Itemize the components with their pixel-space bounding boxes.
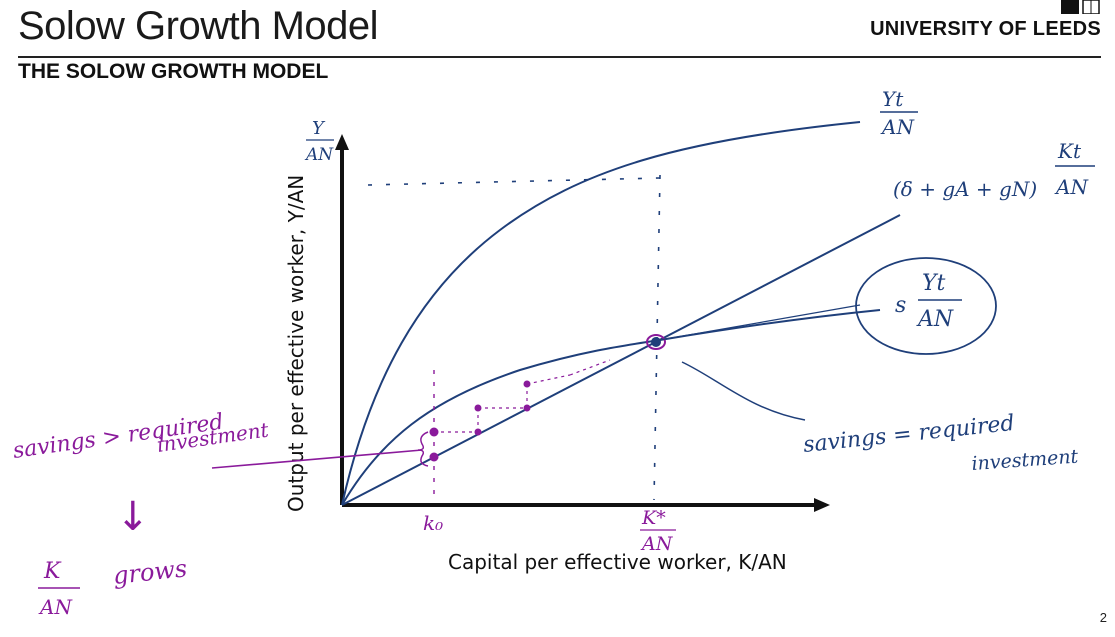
savings-label: s Yt AN bbox=[895, 271, 962, 332]
y-axis-hand-den: AN bbox=[304, 145, 334, 165]
page-number: 2 bbox=[1099, 610, 1107, 625]
k-star-num: K* bbox=[641, 507, 666, 529]
result-den: AN bbox=[38, 595, 73, 619]
slide-title: Solow Growth Model bbox=[18, 4, 379, 48]
right-note-pointer bbox=[681, 361, 806, 421]
production-label: Yt AN bbox=[880, 87, 918, 139]
k-star-label: K* AN bbox=[640, 507, 676, 555]
steady-state-point bbox=[651, 337, 661, 347]
savings-label-pointer bbox=[659, 304, 861, 341]
convergence-steps bbox=[434, 359, 611, 433]
savings-label-num: Yt bbox=[922, 271, 946, 296]
production-curve bbox=[341, 121, 861, 506]
right-annotation: savings = required investment bbox=[802, 411, 1079, 475]
y-axis-hand-num: Y bbox=[312, 118, 326, 139]
result-num: K bbox=[43, 559, 62, 584]
production-label-num: Yt bbox=[882, 87, 904, 111]
required-investment-prefix: (δ + gA + gN) bbox=[893, 177, 1037, 201]
axes bbox=[335, 134, 830, 512]
required-investment-label: (δ + gA + gN) Kt AN bbox=[893, 139, 1095, 201]
step-line bbox=[526, 374, 571, 385]
down-arrow-icon: ↓ bbox=[116, 494, 150, 540]
x-axis-label: Capital per effective worker, K/AN bbox=[448, 550, 787, 574]
right-note-line1: savings = required bbox=[802, 411, 1016, 458]
k-star-den: AN bbox=[640, 533, 674, 555]
left-note-pointer bbox=[211, 449, 423, 469]
savings-label-prefix: s bbox=[895, 293, 906, 318]
y-axis-arrow-icon bbox=[335, 134, 349, 150]
y-max-dashed-line bbox=[367, 177, 661, 186]
step-line bbox=[569, 359, 611, 376]
university-logo: UNIVERSITY OF LEEDS bbox=[870, 18, 1101, 40]
y-axis-label: Output per effective worker, Y/AN bbox=[284, 175, 308, 512]
steady-state-circle bbox=[646, 334, 666, 350]
left-annotation: savings > required investment ↓ K AN gro… bbox=[11, 410, 271, 619]
required-investment-line bbox=[341, 214, 901, 506]
path-dot bbox=[429, 452, 439, 462]
required-investment-den: AN bbox=[1054, 175, 1089, 199]
header-divider bbox=[18, 56, 1101, 58]
convergence-path bbox=[429, 380, 531, 462]
production-label-den: AN bbox=[880, 115, 915, 139]
savings-curve bbox=[341, 309, 881, 506]
required-investment-num: Kt bbox=[1057, 139, 1082, 163]
savings-label-den: AN bbox=[916, 307, 954, 332]
x-axis-arrow-icon bbox=[814, 498, 830, 512]
y-axis-hand-label: Y AN bbox=[304, 118, 334, 165]
result-text: grows bbox=[112, 554, 189, 590]
slide-subheading: THE SOLOW GROWTH MODEL bbox=[18, 60, 329, 83]
k0-label: k₀ bbox=[423, 511, 443, 535]
logo-mark-icon bbox=[1061, 0, 1100, 14]
right-note-line2: investment bbox=[971, 446, 1079, 475]
